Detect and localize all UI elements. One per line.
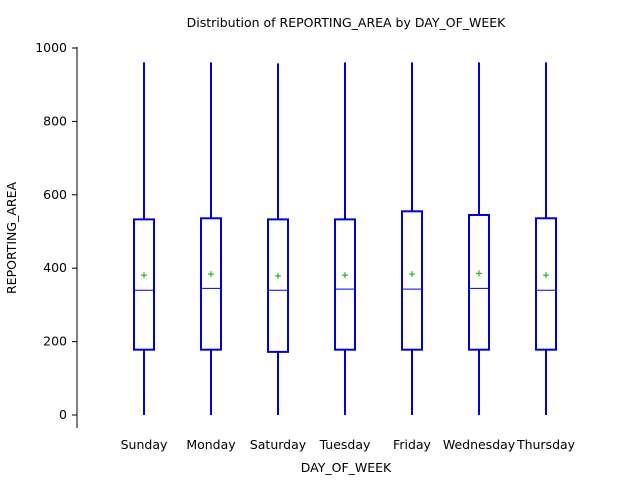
x-axis: Sunday Monday Saturday Tuesday Friday Wednesd… xyxy=(121,437,576,452)
x-axis-label: DAY_OF_WEEK xyxy=(301,460,392,475)
box xyxy=(267,218,289,353)
box xyxy=(133,218,155,351)
chart-title: Distribution of REPORTING_AREA by DAY_OF… xyxy=(187,15,507,30)
box-group-monday xyxy=(200,62,222,415)
y-tick-label: 600 xyxy=(43,187,67,202)
x-tick-label: Friday xyxy=(393,437,431,452)
box xyxy=(401,210,423,351)
box xyxy=(200,217,222,351)
y-tick-label: 1000 xyxy=(35,40,67,55)
box-group-sunday xyxy=(133,62,155,415)
box xyxy=(334,218,356,351)
x-tick-label: Saturday xyxy=(250,437,307,452)
y-tick-label: 200 xyxy=(43,334,67,349)
box xyxy=(535,217,557,351)
box-group-friday xyxy=(401,62,423,415)
y-tick-label: 0 xyxy=(59,407,67,422)
y-tick-label: 400 xyxy=(43,260,67,275)
x-tick-label: Wednesday xyxy=(443,437,516,452)
x-tick-label: Tuesday xyxy=(319,437,371,452)
box-group-wednesday xyxy=(468,62,490,415)
y-tick-label: 800 xyxy=(43,113,67,128)
x-tick-label: Monday xyxy=(186,437,236,452)
box-group-saturday xyxy=(267,63,289,415)
y-axis-label: REPORTING_AREA xyxy=(4,182,19,294)
boxes xyxy=(133,62,557,415)
y-axis: 0 200 400 600 800 1000 xyxy=(35,40,78,428)
box-group-tuesday xyxy=(334,62,356,415)
box xyxy=(468,213,490,351)
box-group-thursday xyxy=(535,62,557,415)
x-tick-label: Thursday xyxy=(516,437,576,452)
x-tick-label: Sunday xyxy=(121,437,168,452)
